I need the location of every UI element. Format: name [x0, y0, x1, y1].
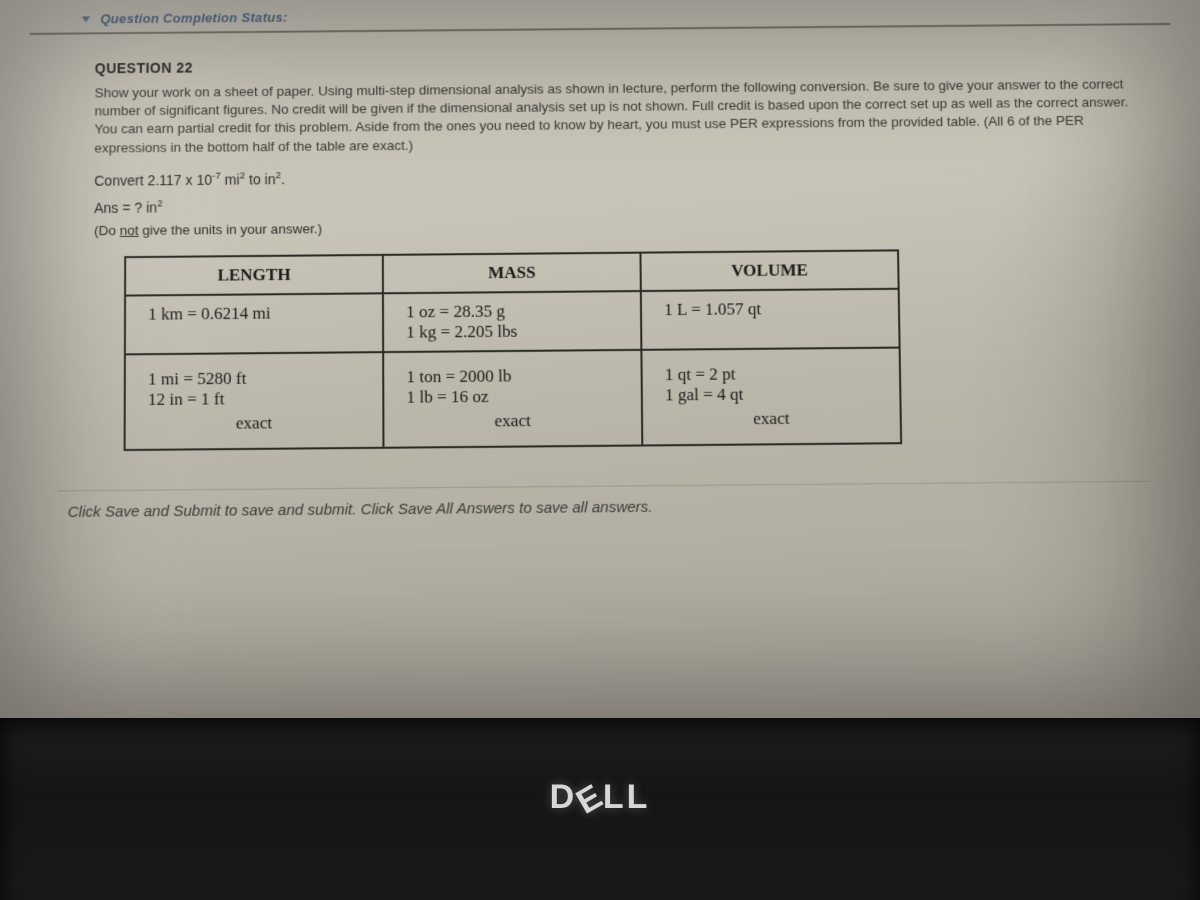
note-prefix: (Do [94, 223, 120, 238]
cell-mass-2: 1 ton = 2000 lb 1 lb = 16 oz exact [383, 350, 642, 448]
note-suffix: give the units in your answer.) [139, 221, 322, 238]
ton-lb: 1 ton = 2000 lb [406, 366, 511, 386]
cell-volume-1: 1 L = 1.057 qt [641, 289, 900, 350]
convert-prefix: Convert 2.117 x 10 [94, 171, 212, 188]
conversion-table: LENGTH MASS VOLUME 1 km = 0.6214 mi 1 oz… [124, 250, 903, 452]
table-header-row: LENGTH MASS VOLUME [125, 251, 899, 296]
header-volume: VOLUME [640, 251, 898, 292]
question-heading: QUESTION 22 [95, 51, 1132, 76]
conversion-table-wrap: LENGTH MASS VOLUME 1 km = 0.6214 mi 1 oz… [124, 247, 1140, 451]
l-qt: 1 L = 1.057 qt [664, 299, 761, 319]
convert-to: to in [245, 171, 276, 187]
chevron-down-icon[interactable] [82, 16, 90, 22]
answer-line: Ans = ? in2 [94, 189, 1134, 215]
cell-length-1: 1 km = 0.6214 mi [125, 294, 383, 355]
convert-end: . [281, 171, 285, 187]
logo-d: D [550, 778, 578, 816]
in-ft: 12 in = 1 ft [148, 389, 224, 409]
convert-mid: mi [221, 171, 240, 187]
cell-length-2: 1 mi = 5280 ft 12 in = 1 ft exact [125, 352, 384, 450]
oz-g: 1 oz = 28.35 g [406, 302, 505, 322]
exact-label-2: exact [407, 410, 619, 432]
exact-label-1: exact [148, 412, 360, 434]
header-length: LENGTH [125, 255, 383, 296]
mi-ft: 1 mi = 5280 ft [148, 369, 246, 389]
convert-exponent: -7 [212, 170, 221, 181]
screen-content: Question Completion Status: QUESTION 22 … [0, 0, 1200, 720]
ans-sq: 2 [157, 198, 163, 209]
exact-label-3: exact [665, 408, 877, 430]
note-underlined: not [120, 223, 139, 238]
question-block: QUESTION 22 Show your work on a sheet of… [27, 35, 1181, 491]
dell-logo: DELL [0, 778, 1200, 817]
cell-volume-2: 1 qt = 2 pt 1 gal = 4 qt exact [641, 348, 901, 446]
cell-mass-1: 1 oz = 28.35 g 1 kg = 2.205 lbs [383, 291, 641, 352]
table-row: 1 km = 0.6214 mi 1 oz = 28.35 g 1 kg = 2… [125, 289, 900, 355]
table-row: 1 mi = 5280 ft 12 in = 1 ft exact 1 ton … [125, 348, 902, 450]
kg-lbs: 1 kg = 2.205 lbs [406, 322, 517, 342]
monitor-bezel: DELL [0, 718, 1200, 900]
note-line: (Do not give the units in your answer.) [94, 214, 1135, 238]
question-body: Show your work on a sheet of paper. Usin… [94, 75, 1133, 157]
gal-qt: 1 gal = 4 qt [665, 385, 744, 405]
status-bar: Question Completion Status: [30, 0, 1171, 35]
header-mass: MASS [383, 253, 641, 294]
save-submit-hint: Click Save and Submit to save and submit… [57, 481, 1151, 540]
qt-pt: 1 qt = 2 pt [665, 364, 736, 384]
ans-prefix: Ans = ? in [94, 199, 157, 216]
lb-oz: 1 lb = 16 oz [406, 387, 488, 407]
convert-line: Convert 2.117 x 10-7 mi2 to in2. [94, 163, 1134, 189]
content-wrap: Question Completion Status: QUESTION 22 … [0, 0, 1200, 540]
status-label: Question Completion Status: [100, 10, 287, 27]
km-mi: 1 km = 0.6214 mi [148, 304, 271, 324]
